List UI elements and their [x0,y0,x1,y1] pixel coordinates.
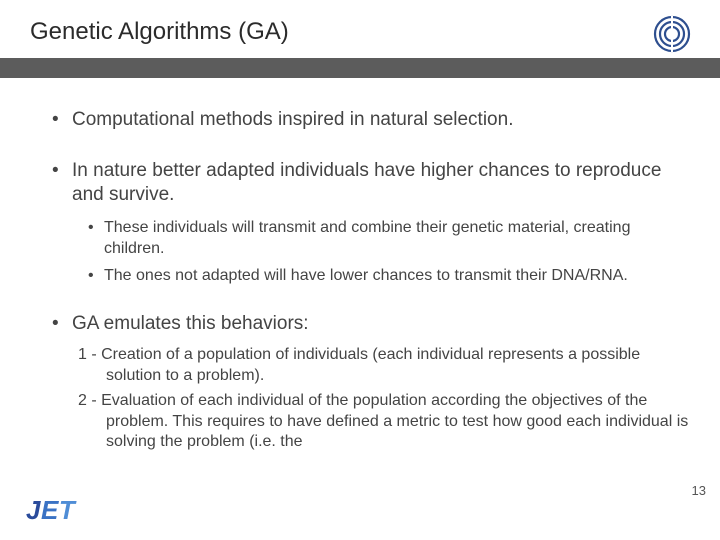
sub-bullet-item: These individuals will transmit and comb… [84,218,690,260]
page-number: 13 [692,483,706,498]
numbered-text: 2 - Evaluation of each individual of the… [78,392,688,451]
organization-logo-icon [652,14,692,54]
header-accent-band [0,58,720,78]
numbered-item: 2 - Evaluation of each individual of the… [78,391,690,453]
sub-bullet-text: These individuals will transmit and comb… [104,219,630,257]
slide-body: Computational methods inspired in natura… [0,78,720,453]
bullet-item: In nature better adapted individuals hav… [48,159,690,287]
bullet-text: In nature better adapted individuals hav… [72,160,661,206]
bullet-list-level2: These individuals will transmit and comb… [84,218,690,286]
jet-logo-letter-e: E [41,495,59,525]
numbered-text: 1 - Creation of a population of individu… [78,346,640,384]
slide-header: Genetic Algorithms (GA) [0,0,720,78]
bullet-list-level1: Computational methods inspired in natura… [48,108,690,453]
bullet-text: GA emulates this behaviors: [72,313,309,334]
jet-logo-letter-t: T [59,495,75,525]
slide-title: Genetic Algorithms (GA) [30,18,690,46]
bullet-item: Computational methods inspired in natura… [48,108,690,133]
jet-logo-letter-j: J [26,495,41,525]
numbered-list: 1 - Creation of a population of individu… [78,345,690,453]
bullet-item: GA emulates this behaviors: 1 - Creation… [48,312,690,453]
sub-bullet-item: The ones not adapted will have lower cha… [84,266,690,287]
numbered-item: 1 - Creation of a population of individu… [78,345,690,387]
jet-logo: JET [26,495,75,526]
bullet-text: Computational methods inspired in natura… [72,109,513,130]
sub-bullet-text: The ones not adapted will have lower cha… [104,267,628,284]
